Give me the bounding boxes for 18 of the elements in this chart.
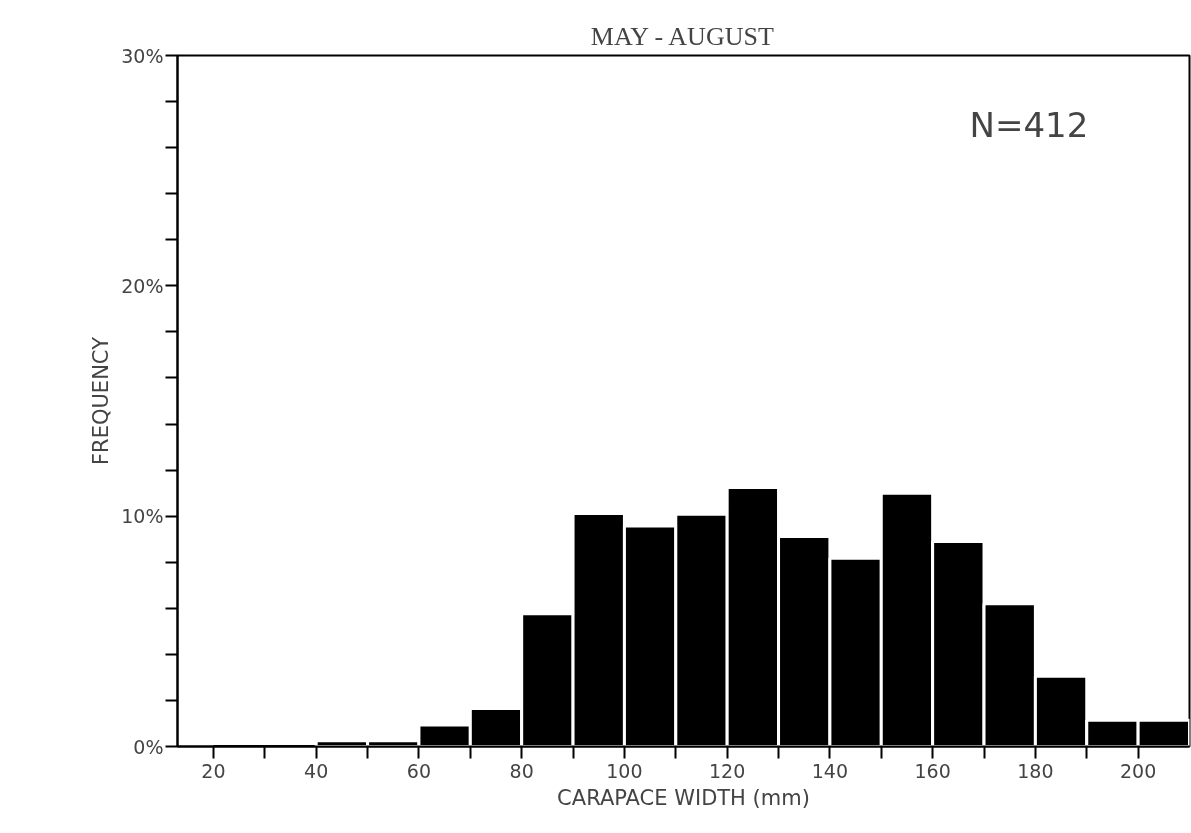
chart-title: MAY - AUGUST	[590, 21, 774, 51]
annotation: N=412	[969, 105, 1089, 146]
x-tick-label: 100	[606, 759, 643, 782]
x-tick-label: 140	[811, 759, 849, 782]
x-tick-label: 60	[406, 759, 432, 782]
y-tick-label: 10%	[121, 505, 164, 528]
x-tick-label: 160	[914, 759, 951, 782]
x-tick-label: 40	[304, 759, 329, 782]
x-tick-label: 20	[201, 759, 226, 782]
y-axis-title: FREQUENCY	[89, 336, 114, 465]
x-tick-label: 200	[1120, 759, 1157, 782]
x-axis-title: CARAPACE WIDTH (mm)	[557, 785, 810, 810]
x-tick-label: 120	[709, 759, 746, 782]
x-tick-label: 180	[1017, 759, 1054, 782]
y-tick-label: 30%	[121, 44, 164, 67]
x-tick-label: 80	[509, 759, 534, 782]
y-tick-label: 0%	[133, 735, 164, 758]
y-tick-label: 20%	[121, 274, 164, 297]
